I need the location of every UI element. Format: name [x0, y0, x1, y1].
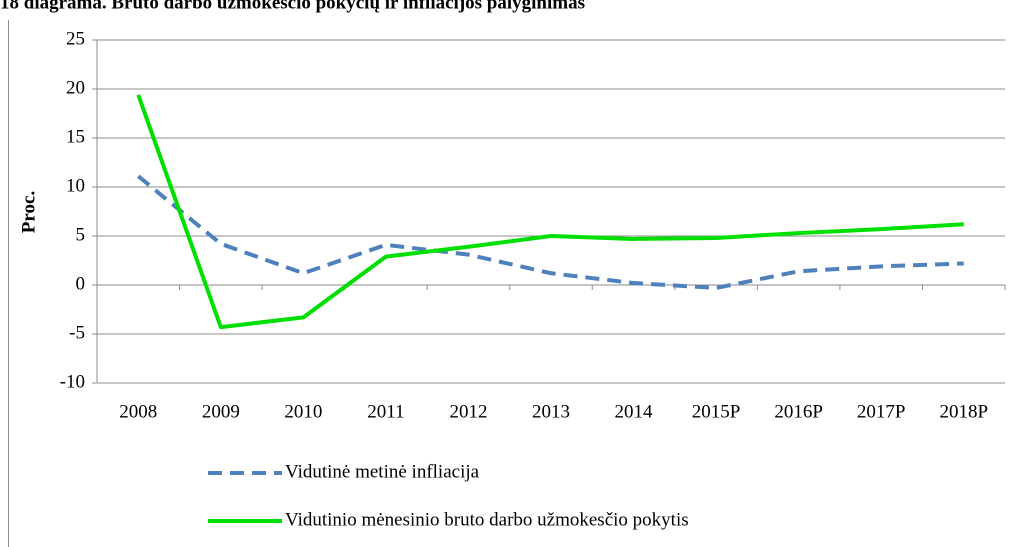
- x-tick-label: 2015P: [692, 401, 741, 422]
- x-tick-label: 2011: [367, 401, 404, 422]
- y-tick-label: 25: [66, 28, 85, 49]
- x-tick-label: 2018P: [939, 401, 988, 422]
- y-tick-label: 15: [66, 126, 85, 147]
- y-tick-label: 10: [66, 175, 85, 196]
- chart-title: 18 diagrama. Bruto darbo užmokesčio poky…: [0, 0, 585, 13]
- x-tick-label: 2008: [119, 401, 157, 422]
- series-line: [136, 94, 964, 330]
- y-tick-label: 20: [66, 77, 85, 98]
- y-tick-label: -5: [69, 322, 85, 343]
- legend-label: Vidutinė metinė infliacija: [285, 461, 480, 482]
- y-tick-label: 5: [76, 224, 86, 245]
- y-tick-label: -10: [60, 371, 85, 392]
- x-tick-label: 2017P: [857, 401, 906, 422]
- x-tick-label: 2014: [615, 401, 654, 422]
- series-line: [137, 174, 964, 290]
- x-tick-label: 2013: [532, 401, 570, 422]
- y-tick-label: 0: [76, 273, 86, 294]
- x-tick-label: 2010: [284, 401, 322, 422]
- x-tick-label: 2009: [202, 401, 240, 422]
- x-tick-label: 2012: [449, 401, 487, 422]
- legend-label: Vidutinio mėnesinio bruto darbo užmokesč…: [285, 509, 689, 530]
- x-tick-label: 2016P: [774, 401, 823, 422]
- y-axis-label: Proc.: [18, 191, 39, 233]
